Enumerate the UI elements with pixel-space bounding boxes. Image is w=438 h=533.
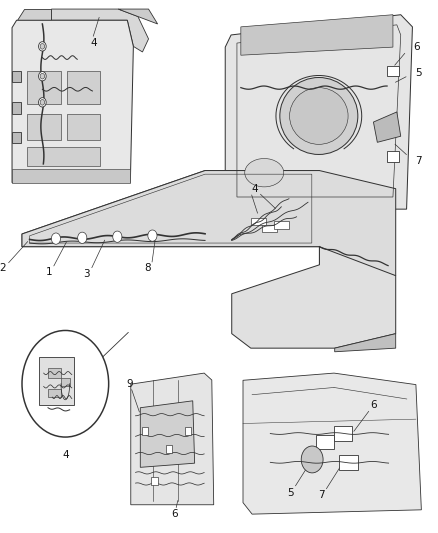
Text: 4: 4 xyxy=(62,450,69,461)
Polygon shape xyxy=(131,373,214,505)
Polygon shape xyxy=(241,15,393,55)
Text: 1: 1 xyxy=(46,267,52,277)
Polygon shape xyxy=(17,9,52,20)
Text: 6: 6 xyxy=(371,400,378,410)
Polygon shape xyxy=(52,9,148,52)
Text: 7: 7 xyxy=(415,156,422,166)
Bar xyxy=(142,427,148,435)
Bar xyxy=(316,435,334,449)
Polygon shape xyxy=(39,357,74,405)
Circle shape xyxy=(301,446,323,473)
Circle shape xyxy=(78,232,87,244)
Text: 3: 3 xyxy=(84,269,90,279)
Polygon shape xyxy=(374,112,401,142)
Polygon shape xyxy=(118,9,158,24)
Circle shape xyxy=(39,98,46,107)
Circle shape xyxy=(40,74,45,79)
Bar xyxy=(262,225,278,232)
Circle shape xyxy=(113,231,122,243)
Bar xyxy=(387,151,399,161)
Circle shape xyxy=(39,42,46,51)
Polygon shape xyxy=(12,169,131,182)
Bar xyxy=(48,389,61,397)
Bar xyxy=(274,221,289,229)
Bar xyxy=(67,70,100,104)
Ellipse shape xyxy=(290,87,348,144)
Bar xyxy=(151,477,158,486)
Text: 9: 9 xyxy=(127,379,133,389)
Text: 5: 5 xyxy=(415,68,422,78)
Polygon shape xyxy=(140,401,194,467)
Bar xyxy=(12,70,21,82)
Ellipse shape xyxy=(245,158,284,187)
Polygon shape xyxy=(232,247,396,348)
Circle shape xyxy=(22,330,109,437)
Circle shape xyxy=(51,233,60,244)
Text: 4: 4 xyxy=(91,38,97,47)
Bar xyxy=(12,132,21,143)
Polygon shape xyxy=(335,334,396,352)
Bar xyxy=(251,217,266,225)
Bar xyxy=(27,147,100,166)
Bar xyxy=(166,445,172,454)
Bar xyxy=(27,114,60,140)
Polygon shape xyxy=(243,373,421,514)
Circle shape xyxy=(39,71,46,81)
Circle shape xyxy=(40,44,45,49)
Polygon shape xyxy=(12,20,133,182)
Text: 8: 8 xyxy=(145,263,151,273)
Text: 6: 6 xyxy=(413,42,420,52)
Polygon shape xyxy=(22,171,319,247)
Text: 6: 6 xyxy=(171,510,178,520)
Bar xyxy=(387,66,399,76)
Polygon shape xyxy=(225,15,413,209)
Text: 7: 7 xyxy=(318,490,325,500)
Ellipse shape xyxy=(280,77,358,155)
Text: 4: 4 xyxy=(251,184,258,193)
Text: 2: 2 xyxy=(0,263,6,273)
Bar xyxy=(12,102,21,114)
Circle shape xyxy=(148,230,157,241)
Circle shape xyxy=(40,100,45,105)
Bar xyxy=(67,114,100,140)
Bar xyxy=(27,70,60,104)
Bar xyxy=(339,455,358,470)
Text: 5: 5 xyxy=(287,488,293,497)
Bar xyxy=(48,368,61,378)
Polygon shape xyxy=(22,171,396,276)
Bar xyxy=(61,378,70,386)
Bar xyxy=(334,426,352,441)
Bar xyxy=(185,427,191,435)
